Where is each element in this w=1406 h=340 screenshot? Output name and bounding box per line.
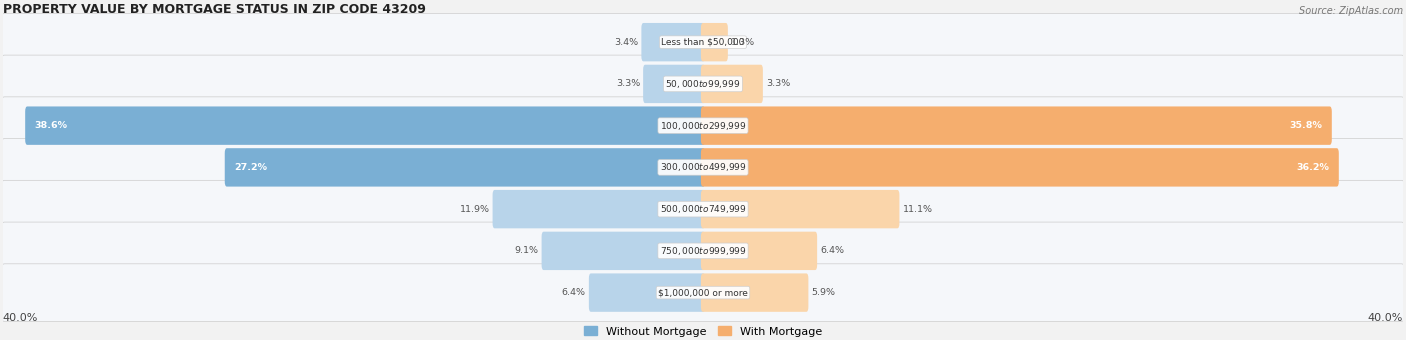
FancyBboxPatch shape — [702, 106, 1331, 145]
Text: 9.1%: 9.1% — [515, 246, 538, 255]
Text: 38.6%: 38.6% — [34, 121, 67, 130]
Text: 1.3%: 1.3% — [731, 38, 755, 47]
FancyBboxPatch shape — [0, 139, 1406, 196]
Text: Less than $50,000: Less than $50,000 — [661, 38, 745, 47]
Text: $100,000 to $299,999: $100,000 to $299,999 — [659, 120, 747, 132]
Text: 11.1%: 11.1% — [903, 205, 932, 214]
FancyBboxPatch shape — [0, 222, 1406, 280]
Text: $1,000,000 or more: $1,000,000 or more — [658, 288, 748, 297]
Text: 40.0%: 40.0% — [3, 313, 38, 323]
FancyBboxPatch shape — [0, 13, 1406, 71]
FancyBboxPatch shape — [702, 148, 1339, 187]
Legend: Without Mortgage, With Mortgage: Without Mortgage, With Mortgage — [579, 322, 827, 340]
FancyBboxPatch shape — [25, 106, 704, 145]
FancyBboxPatch shape — [225, 148, 704, 187]
Text: 3.3%: 3.3% — [766, 80, 790, 88]
FancyBboxPatch shape — [702, 232, 817, 270]
Text: 36.2%: 36.2% — [1296, 163, 1330, 172]
FancyBboxPatch shape — [541, 232, 704, 270]
FancyBboxPatch shape — [702, 273, 808, 312]
FancyBboxPatch shape — [589, 273, 704, 312]
FancyBboxPatch shape — [0, 180, 1406, 238]
FancyBboxPatch shape — [702, 23, 728, 61]
Text: $500,000 to $749,999: $500,000 to $749,999 — [659, 203, 747, 215]
Text: 40.0%: 40.0% — [1368, 313, 1403, 323]
FancyBboxPatch shape — [643, 65, 704, 103]
Text: 6.4%: 6.4% — [562, 288, 586, 297]
FancyBboxPatch shape — [702, 65, 763, 103]
FancyBboxPatch shape — [0, 55, 1406, 113]
Text: 27.2%: 27.2% — [233, 163, 267, 172]
FancyBboxPatch shape — [702, 190, 900, 228]
Text: 5.9%: 5.9% — [811, 288, 835, 297]
Text: $750,000 to $999,999: $750,000 to $999,999 — [659, 245, 747, 257]
Text: PROPERTY VALUE BY MORTGAGE STATUS IN ZIP CODE 43209: PROPERTY VALUE BY MORTGAGE STATUS IN ZIP… — [3, 3, 426, 16]
Text: $300,000 to $499,999: $300,000 to $499,999 — [659, 162, 747, 173]
Text: 35.8%: 35.8% — [1289, 121, 1323, 130]
Text: 3.3%: 3.3% — [616, 80, 640, 88]
FancyBboxPatch shape — [0, 264, 1406, 321]
Text: Source: ZipAtlas.com: Source: ZipAtlas.com — [1299, 6, 1403, 16]
Text: 6.4%: 6.4% — [820, 246, 844, 255]
FancyBboxPatch shape — [0, 97, 1406, 154]
Text: 11.9%: 11.9% — [460, 205, 489, 214]
FancyBboxPatch shape — [641, 23, 704, 61]
Text: 3.4%: 3.4% — [614, 38, 638, 47]
FancyBboxPatch shape — [492, 190, 704, 228]
Text: $50,000 to $99,999: $50,000 to $99,999 — [665, 78, 741, 90]
